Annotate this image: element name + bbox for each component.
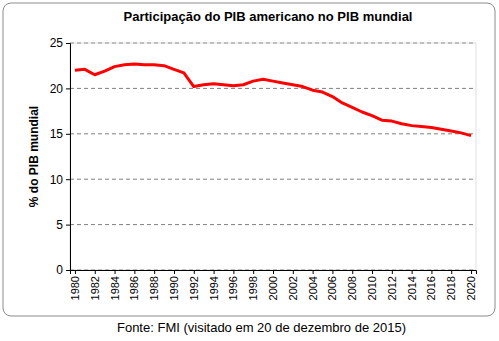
- y-tick: 25: [50, 36, 70, 50]
- x-tick-mark: [194, 270, 195, 274]
- x-tick-label: 1980: [69, 276, 81, 300]
- chart-frame: [3, 3, 495, 316]
- y-tick-label: 5: [56, 218, 63, 232]
- x-tick-label: 2012: [386, 276, 398, 300]
- x-tick-label: 2020: [465, 276, 477, 300]
- x-tick-mark: [253, 270, 254, 274]
- y-tick-label: 20: [50, 82, 64, 96]
- x-tick: 1998: [247, 270, 259, 300]
- y-tick-mark: [66, 43, 70, 44]
- source: Fonte: FMI (visitado em 20 de dezembro d…: [117, 320, 406, 335]
- y-tick-mark: [66, 225, 70, 226]
- plot-frame: [70, 43, 476, 270]
- y-tick-label: 25: [50, 36, 64, 50]
- x-tick: 2004: [307, 270, 319, 300]
- x-tick-label: 2006: [326, 276, 338, 300]
- x-tick-label: 1986: [128, 276, 140, 300]
- y-tick: 0: [56, 263, 70, 277]
- x-tick-mark: [412, 270, 413, 274]
- x-tick-mark: [471, 270, 472, 274]
- x-tick-mark: [115, 270, 116, 274]
- x-tick-label: 1998: [247, 276, 259, 300]
- x-tick: 1982: [89, 270, 101, 300]
- x-tick-mark: [372, 270, 373, 274]
- x-tick: 2000: [267, 270, 279, 300]
- x-tick-label: 2010: [366, 276, 378, 300]
- x-tick: 1992: [188, 270, 200, 300]
- x-tick-mark: [273, 270, 274, 274]
- x-tick-mark: [174, 270, 175, 274]
- x-tick-mark: [154, 270, 155, 274]
- x-tick-label: 2016: [425, 276, 437, 300]
- x-tick: 2002: [287, 270, 299, 300]
- x-tick: 1986: [128, 270, 140, 300]
- y-tick-mark: [66, 88, 70, 89]
- x-tick-label: 1982: [89, 276, 101, 300]
- x-tick-label: 1994: [208, 276, 220, 300]
- x-tick-mark: [451, 270, 452, 274]
- x-tick: 1990: [168, 270, 180, 300]
- plot-area: [75, 64, 471, 136]
- x-tick-label: 2018: [445, 276, 457, 300]
- x-tick: 1980: [69, 270, 81, 300]
- x-tick: 2020: [465, 270, 477, 300]
- title: Participação do PIB americano no PIB mun…: [124, 9, 413, 24]
- x-tick: 2014: [406, 270, 418, 300]
- x-tick-label: 2008: [346, 276, 358, 300]
- x-tick-mark: [75, 270, 76, 274]
- x-tick-mark: [233, 270, 234, 274]
- x-tick: 1996: [227, 270, 239, 300]
- x-tick: 2006: [326, 270, 338, 300]
- y-axis-title: % do PIB mundial: [27, 106, 41, 207]
- y-axis: 0 5 10 15 20 25: [50, 36, 71, 277]
- y-tick: 15: [50, 127, 70, 141]
- x-tick: 1988: [148, 270, 160, 300]
- x-axis: 1980 1982 1984 1986 1988 1990 1992 1994 1996 1998…: [69, 270, 477, 300]
- x-tick-label: 2000: [267, 276, 279, 300]
- x-tick: 2010: [366, 270, 378, 300]
- x-tick-label: 2004: [307, 276, 319, 300]
- x-tick-label: 1996: [227, 276, 239, 300]
- x-tick-mark: [431, 270, 432, 274]
- x-axis-line: [71, 271, 477, 275]
- grid: [70, 43, 476, 270]
- x-tick-label: 1984: [109, 276, 121, 300]
- y-tick: 20: [50, 82, 70, 96]
- x-tick-label: 1988: [148, 276, 160, 300]
- x-tick: 1984: [109, 270, 121, 300]
- x-tick-mark: [95, 270, 96, 274]
- y-tick-mark: [66, 270, 70, 271]
- grid-line: [70, 224, 476, 225]
- x-tick: 2012: [386, 270, 398, 300]
- x-tick-label: 1992: [188, 276, 200, 300]
- y-tick-label: 0: [56, 263, 63, 277]
- chart: 0510152025198019821984198619881990199219…: [0, 0, 499, 341]
- x-tick-mark: [214, 270, 215, 274]
- x-tick-mark: [313, 270, 314, 274]
- grid-line: [70, 88, 476, 89]
- x-tick-mark: [352, 270, 353, 274]
- x-tick-mark: [134, 270, 135, 274]
- y-tick: 5: [56, 218, 70, 232]
- grid-line: [70, 133, 476, 134]
- series-line: [75, 64, 471, 136]
- y-tick-mark: [66, 179, 70, 180]
- x-tick-label: 2014: [406, 276, 418, 300]
- x-tick: 2018: [445, 270, 457, 300]
- grid-line: [70, 179, 476, 180]
- x-tick: 1994: [208, 270, 220, 300]
- x-tick: 2016: [425, 270, 437, 300]
- x-tick-mark: [332, 270, 333, 274]
- y-tick: 10: [50, 173, 70, 187]
- x-tick-mark: [392, 270, 393, 274]
- y-tick-label: 15: [50, 127, 64, 141]
- x-tick: 2008: [346, 270, 358, 300]
- y-tick-label: 10: [50, 173, 64, 187]
- y-tick-mark: [66, 134, 70, 135]
- x-tick-label: 2002: [287, 276, 299, 300]
- x-tick-mark: [293, 270, 294, 274]
- x-tick-label: 1990: [168, 276, 180, 300]
- y-axis-line: [66, 44, 71, 271]
